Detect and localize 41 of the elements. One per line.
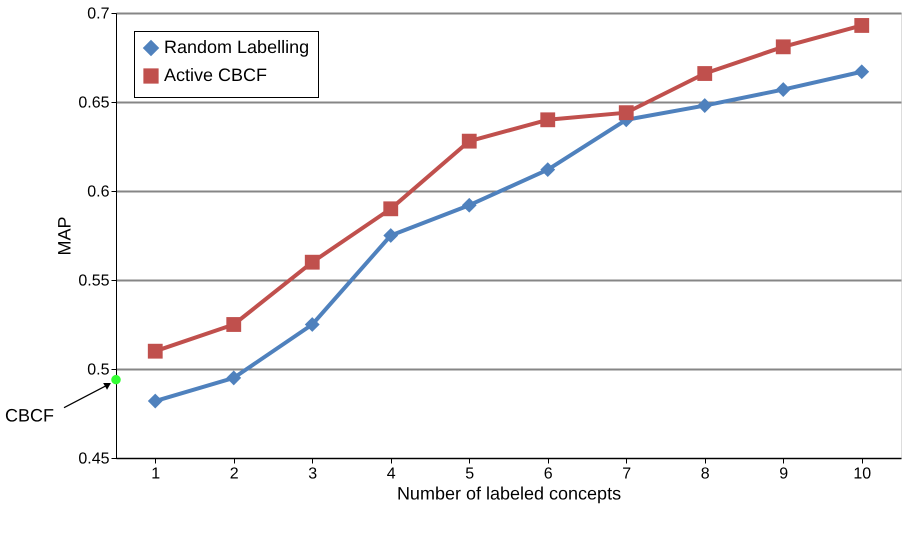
- x-axis-title: Number of labeled concepts: [396, 484, 622, 504]
- point: [226, 317, 242, 332]
- point: [854, 18, 870, 33]
- y-axis-title: MAP: [54, 216, 74, 256]
- x-tick-label: 9: [779, 466, 788, 482]
- x-tick-label: 1: [151, 466, 160, 482]
- point: [304, 317, 320, 332]
- x-tick-label: 2: [230, 466, 239, 482]
- point: [618, 105, 634, 120]
- point: [540, 112, 556, 128]
- y-tick-label: 0.55: [78, 272, 110, 290]
- point: [148, 394, 163, 408]
- y-tick-label: 0.65: [78, 94, 110, 112]
- annotation: CBCF: [5, 406, 54, 426]
- x-tick-label: 3: [308, 466, 318, 482]
- legend-label: Active CBCF: [164, 65, 268, 85]
- x-tick-label: 5: [465, 466, 474, 482]
- point: [462, 134, 477, 149]
- point: [226, 370, 242, 386]
- point: [383, 201, 398, 216]
- x-tick-label: 7: [622, 466, 632, 482]
- x-tick-label: 6: [544, 466, 553, 482]
- point: [697, 66, 712, 81]
- legend-label: Random Labelling: [164, 37, 310, 57]
- point: [304, 254, 320, 270]
- y-tick-label: 0.45: [78, 450, 110, 468]
- x-tick-label: 4: [386, 466, 396, 482]
- point: [111, 374, 121, 384]
- y-tick-label: 0.5: [87, 362, 110, 378]
- point: [540, 162, 556, 178]
- point: [776, 82, 791, 97]
- point: [697, 98, 712, 113]
- point: [462, 198, 477, 213]
- point: [148, 344, 163, 359]
- point: [854, 64, 870, 80]
- point: [383, 228, 398, 243]
- point: [776, 39, 791, 54]
- y-tick-label: 0.7: [87, 6, 110, 22]
- x-tick-label: 8: [700, 466, 710, 482]
- x-tick-label: 10: [853, 466, 872, 482]
- y-tick-label: 0.6: [87, 184, 110, 200]
